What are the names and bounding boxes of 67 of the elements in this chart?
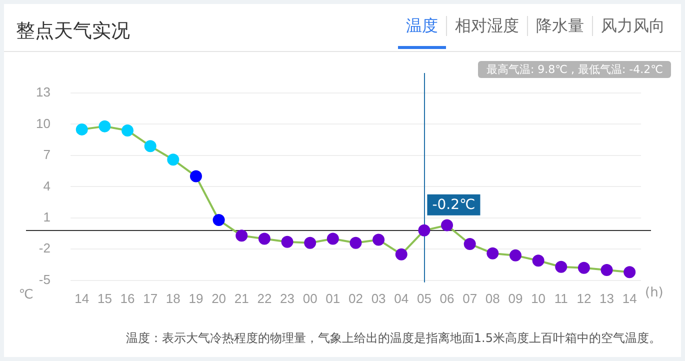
x-tick-label: 00 (302, 290, 318, 306)
x-tick-label: 03 (371, 290, 386, 306)
x-tick-label: 14 (74, 290, 90, 306)
point (326, 232, 339, 245)
point (258, 232, 270, 245)
x-tick-label: 13 (600, 290, 614, 306)
x-tick-label: 05 (416, 290, 432, 306)
x-tick-label: 02 (348, 290, 363, 306)
point (98, 120, 111, 132)
chart-subtitle: 最高气温: 9.8℃ , 最低气温: -4.2℃ (478, 61, 671, 78)
x-tick-label: 22 (257, 290, 272, 306)
y-tick-label: 13 (36, 84, 50, 100)
point (167, 154, 180, 166)
x-tick-label: 09 (508, 290, 523, 306)
x-tick-label: 21 (234, 290, 249, 306)
y-tick-label: -5 (38, 272, 50, 287)
point (281, 236, 294, 248)
y-tick-label: 7 (43, 147, 50, 162)
y-tick-label: 10 (36, 116, 50, 131)
point (464, 238, 476, 250)
y-tick-label: -2 (38, 240, 50, 256)
x-axis-title: (h) (645, 285, 664, 300)
point (212, 214, 225, 226)
point (395, 248, 408, 260)
point (144, 140, 156, 152)
x-tick-label: 16 (120, 290, 135, 306)
x-tick-label: 10 (531, 290, 546, 306)
x-tick-label: 15 (97, 290, 112, 306)
point (509, 249, 522, 262)
x-tick-label: 08 (485, 290, 500, 306)
y-axis-title: ℃ (18, 287, 34, 302)
text: 风力风向 (592, 16, 673, 36)
x-tick-label: 20 (212, 290, 226, 306)
x-tick-label: 01 (326, 290, 340, 306)
point (190, 170, 202, 182)
text: 相对湿度 (446, 16, 527, 36)
point (555, 260, 568, 273)
chart-title: 整点天气实况 (16, 19, 130, 44)
point (76, 123, 88, 136)
point (486, 247, 499, 260)
x-tick-label: 17 (143, 290, 158, 306)
point (418, 224, 430, 236)
point (624, 266, 636, 278)
y-tick-label: 1 (43, 210, 50, 225)
text: 温度 (405, 16, 439, 36)
x-tick-label: 12 (576, 290, 592, 306)
point (304, 236, 316, 249)
x-tick-label: 11 (554, 290, 568, 306)
point (532, 254, 544, 267)
text: 温度：表示大气冷热程度的物理量，气象上给出的温度是指离地面1.5米高度上百叶箱中的空气温度。 (126, 330, 661, 347)
x-tick-label: 23 (280, 290, 294, 306)
x-tick-label: 14 (622, 290, 637, 306)
point (372, 234, 385, 246)
point (350, 236, 362, 249)
annotation: -0.2℃ (432, 197, 476, 214)
point (578, 262, 590, 274)
x-tick-label: 06 (440, 290, 454, 306)
x-tick-label: 07 (462, 290, 478, 306)
point (441, 219, 454, 232)
point (600, 264, 613, 276)
point (236, 230, 248, 242)
x-tick-label: 19 (188, 290, 204, 306)
point (122, 124, 134, 136)
x-tick-label: 04 (394, 290, 409, 306)
y-tick-label: 4 (43, 178, 50, 194)
x-tick-label: 18 (166, 290, 180, 306)
text: 降水量 (527, 16, 592, 36)
